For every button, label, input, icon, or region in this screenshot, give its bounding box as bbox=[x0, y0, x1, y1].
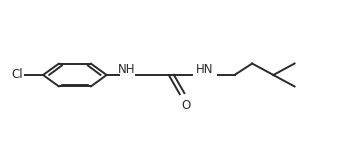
Text: Cl: Cl bbox=[11, 69, 22, 81]
Text: HN: HN bbox=[196, 63, 214, 76]
Text: NH: NH bbox=[118, 63, 136, 76]
Text: O: O bbox=[182, 99, 191, 112]
